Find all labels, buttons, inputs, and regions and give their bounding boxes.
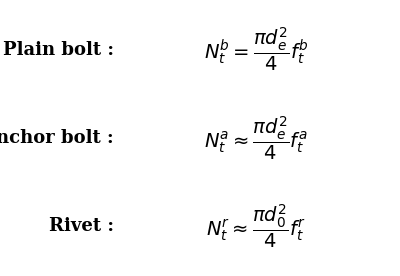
- Text: $N_t^a \approx \dfrac{\pi d_e^2}{4} f_t^a$: $N_t^a \approx \dfrac{\pi d_e^2}{4} f_t^…: [204, 114, 308, 162]
- Text: Anchor bolt :: Anchor bolt :: [0, 129, 120, 147]
- Text: $N_t^b = \dfrac{\pi d_e^2}{4} f_t^b$: $N_t^b = \dfrac{\pi d_e^2}{4} f_t^b$: [204, 26, 308, 73]
- Text: Rivet :: Rivet :: [49, 217, 120, 235]
- Text: Plain bolt :: Plain bolt :: [3, 41, 120, 59]
- Text: $N_t^r \approx \dfrac{\pi d_0^2}{4} f_t^r$: $N_t^r \approx \dfrac{\pi d_0^2}{4} f_t^…: [206, 203, 306, 250]
